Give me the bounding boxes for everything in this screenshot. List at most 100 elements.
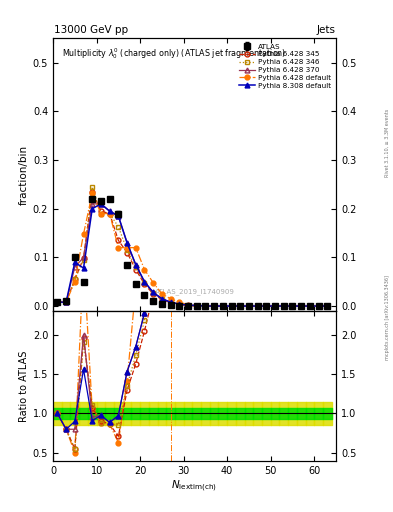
- Pythia 6.428 345: [220, 303, 225, 309]
- Pythia 6.428 370: [325, 303, 330, 309]
- Pythia 6.428 370: [99, 201, 103, 207]
- Pythia 6.428 345: [273, 303, 277, 309]
- Pythia 6.428 370: [160, 295, 164, 302]
- Pythia 6.428 346: [99, 210, 103, 217]
- Text: mcplots.cern.ch [arXiv:1306.3436]: mcplots.cern.ch [arXiv:1306.3436]: [385, 275, 390, 360]
- Pythia 6.428 345: [133, 266, 138, 272]
- Pythia 6.428 370: [203, 303, 208, 309]
- Pythia 6.428 default: [116, 245, 121, 251]
- Pythia 6.428 default: [125, 245, 129, 251]
- Pythia 6.428 default: [195, 303, 199, 309]
- Pythia 6.428 346: [64, 299, 68, 305]
- Pythia 6.428 370: [125, 240, 129, 246]
- Pythia 8.308 default: [185, 302, 190, 308]
- Pythia 6.428 default: [325, 303, 330, 309]
- Pythia 6.428 345: [116, 237, 121, 243]
- Pythia 6.428 345: [203, 303, 208, 309]
- Pythia 6.428 370: [220, 303, 225, 309]
- Line: Pythia 6.428 370: Pythia 6.428 370: [55, 201, 330, 309]
- Pythia 6.428 370: [238, 303, 242, 309]
- Pythia 6.428 370: [299, 303, 303, 309]
- Text: Jets: Jets: [316, 25, 335, 35]
- Pythia 6.428 370: [195, 303, 199, 309]
- Pythia 6.428 345: [238, 303, 242, 309]
- Pythia 6.428 345: [177, 302, 182, 308]
- Pythia 6.428 346: [195, 303, 199, 309]
- Text: Multiplicity $\lambda_0^0$ (charged only) (ATLAS jet fragmentation): Multiplicity $\lambda_0^0$ (charged only…: [62, 47, 286, 61]
- Pythia 6.428 345: [308, 303, 312, 309]
- Pythia 6.428 default: [81, 231, 86, 237]
- Pythia 6.428 default: [203, 303, 208, 309]
- Pythia 6.428 default: [281, 303, 286, 309]
- Pythia 6.428 370: [55, 299, 60, 305]
- Pythia 6.428 346: [151, 290, 156, 296]
- Pythia 6.428 370: [151, 289, 156, 295]
- Legend: ATLAS, Pythia 6.428 345, Pythia 6.428 346, Pythia 6.428 370, Pythia 6.428 defaul: ATLAS, Pythia 6.428 345, Pythia 6.428 34…: [238, 42, 332, 90]
- Pythia 6.428 346: [81, 257, 86, 263]
- Pythia 6.428 370: [290, 303, 295, 309]
- Pythia 6.428 default: [264, 303, 269, 309]
- Pythia 6.428 346: [273, 303, 277, 309]
- Pythia 6.428 default: [308, 303, 312, 309]
- Pythia 8.308 default: [264, 303, 269, 309]
- Pythia 6.428 345: [316, 303, 321, 309]
- Pythia 6.428 default: [220, 303, 225, 309]
- Pythia 8.308 default: [273, 303, 277, 309]
- Pythia 6.428 default: [185, 302, 190, 308]
- Pythia 8.308 default: [299, 303, 303, 309]
- Pythia 6.428 370: [168, 299, 173, 305]
- Pythia 6.428 345: [246, 303, 251, 309]
- Pythia 6.428 346: [142, 280, 147, 286]
- Pythia 6.428 default: [273, 303, 277, 309]
- Pythia 6.428 346: [116, 224, 121, 230]
- Pythia 6.428 346: [160, 295, 164, 302]
- Pythia 8.308 default: [133, 262, 138, 268]
- Pythia 8.308 default: [90, 206, 95, 212]
- Pythia 6.428 default: [299, 303, 303, 309]
- Pythia 8.308 default: [125, 240, 129, 246]
- Pythia 8.308 default: [203, 303, 208, 309]
- Pythia 6.428 346: [308, 303, 312, 309]
- Pythia 6.428 default: [72, 279, 77, 285]
- Pythia 6.428 345: [185, 303, 190, 309]
- Pythia 6.428 346: [212, 303, 217, 309]
- Pythia 8.308 default: [281, 303, 286, 309]
- Pythia 6.428 346: [133, 264, 138, 270]
- Pythia 6.428 default: [177, 299, 182, 305]
- Pythia 6.428 346: [238, 303, 242, 309]
- Pythia 8.308 default: [55, 299, 60, 305]
- Y-axis label: Ratio to ATLAS: Ratio to ATLAS: [18, 350, 29, 421]
- Pythia 8.308 default: [195, 303, 199, 309]
- Pythia 6.428 345: [281, 303, 286, 309]
- Y-axis label: fraction/bin: fraction/bin: [18, 144, 29, 205]
- Pythia 8.308 default: [212, 303, 217, 309]
- Pythia 6.428 346: [246, 303, 251, 309]
- Pythia 8.308 default: [308, 303, 312, 309]
- Pythia 6.428 346: [125, 247, 129, 253]
- Pythia 6.428 370: [308, 303, 312, 309]
- Pythia 6.428 345: [55, 299, 60, 305]
- Pythia 6.428 345: [195, 303, 199, 309]
- Pythia 6.428 345: [212, 303, 217, 309]
- Pythia 6.428 default: [255, 303, 260, 309]
- Pythia 6.428 345: [151, 291, 156, 297]
- Pythia 6.428 370: [212, 303, 217, 309]
- Pythia 6.428 346: [281, 303, 286, 309]
- Pythia 8.308 default: [290, 303, 295, 309]
- Pythia 6.428 346: [55, 299, 60, 305]
- Pythia 6.428 370: [185, 302, 190, 308]
- Pythia 8.308 default: [168, 299, 173, 305]
- Pythia 6.428 default: [133, 245, 138, 251]
- Pythia 6.428 346: [203, 303, 208, 309]
- Pythia 8.308 default: [160, 295, 164, 302]
- Pythia 6.428 default: [99, 210, 103, 217]
- Pythia 6.428 370: [177, 301, 182, 307]
- Line: Pythia 8.308 default: Pythia 8.308 default: [55, 201, 330, 309]
- Pythia 8.308 default: [238, 303, 242, 309]
- Text: 13000 GeV pp: 13000 GeV pp: [54, 25, 128, 35]
- Pythia 6.428 default: [151, 280, 156, 286]
- Pythia 6.428 345: [290, 303, 295, 309]
- Pythia 8.308 default: [64, 299, 68, 305]
- Pythia 6.428 default: [246, 303, 251, 309]
- Pythia 6.428 346: [325, 303, 330, 309]
